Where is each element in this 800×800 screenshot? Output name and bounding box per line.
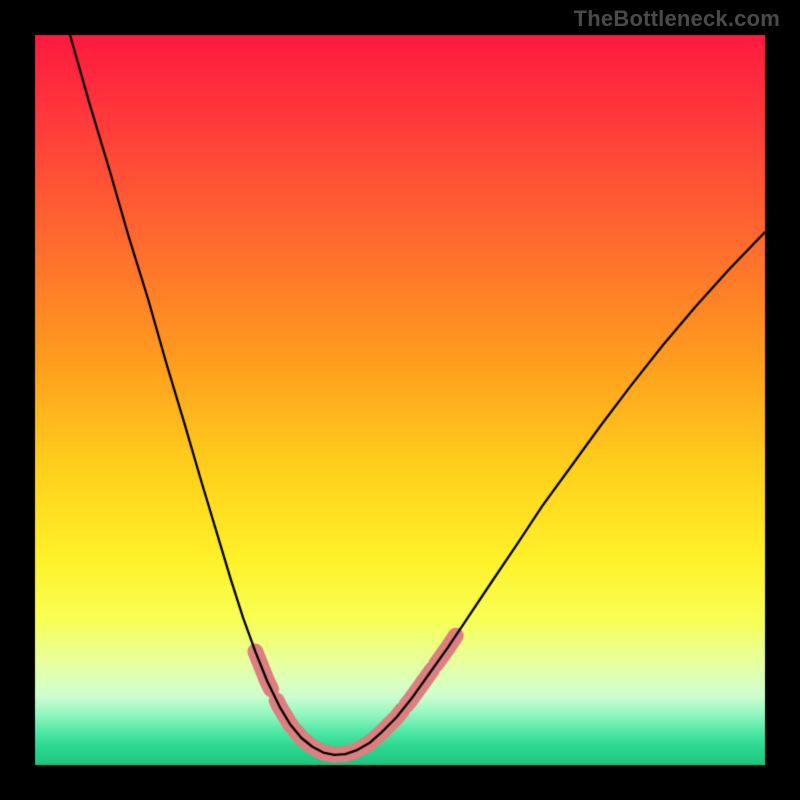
curve-canvas [0, 0, 800, 800]
chart-root: TheBottleneck.com [0, 0, 800, 800]
watermark-text: TheBottleneck.com [574, 6, 780, 32]
